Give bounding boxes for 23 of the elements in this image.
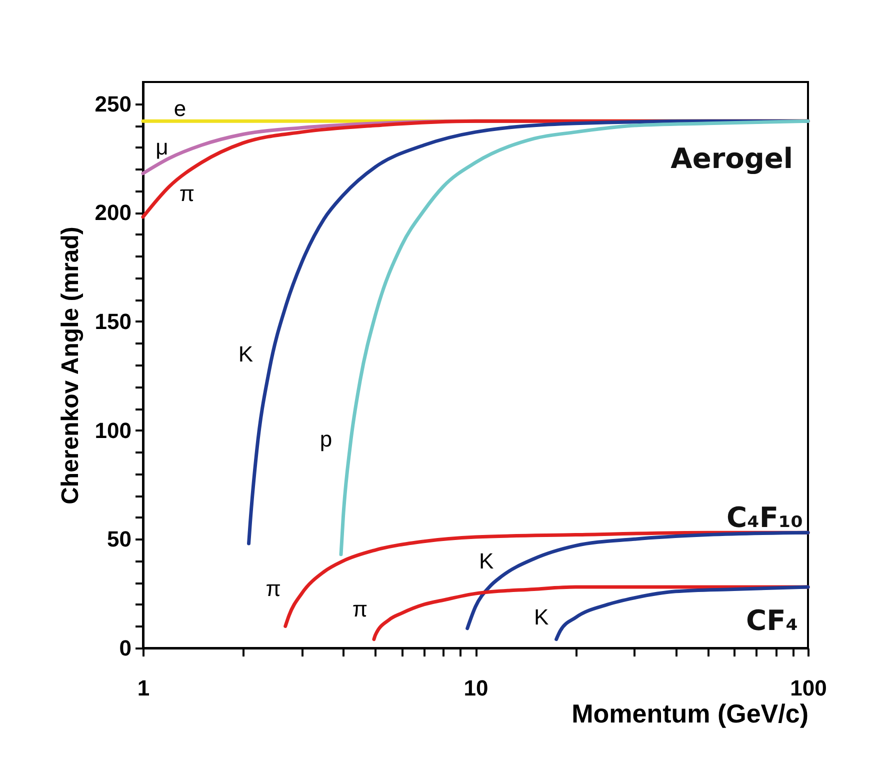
y-tick-label: 100 [94, 418, 132, 443]
y-tick-label: 150 [94, 308, 132, 334]
x-tick-label: 1 [137, 676, 150, 700]
x-axis-title: Momentum (GeV/c) [572, 698, 808, 728]
series-label: e [174, 96, 186, 122]
series-label: π [179, 180, 195, 206]
series-label: K [534, 604, 549, 630]
series-label: K [478, 548, 494, 574]
y-tick-label: 200 [94, 200, 132, 226]
series-label: p [320, 426, 332, 452]
series-label: π [352, 596, 368, 622]
annotation: C₄F₁₀ [726, 501, 803, 534]
series-label: μ [156, 134, 168, 160]
x-tick-label: 10 [464, 676, 488, 700]
annotation: CF₄ [746, 604, 798, 637]
y-tick-label: 0 [119, 636, 132, 660]
y-tick-label: 50 [107, 526, 132, 552]
x-tick-label: 100 [790, 676, 827, 700]
series-label: K [238, 342, 254, 367]
annotation: Aerogel [670, 142, 793, 175]
y-axis-title: Cherenkov Angle (mrad) [56, 226, 84, 504]
y-tick-label: 250 [94, 91, 132, 116]
series-label: π [266, 576, 281, 602]
